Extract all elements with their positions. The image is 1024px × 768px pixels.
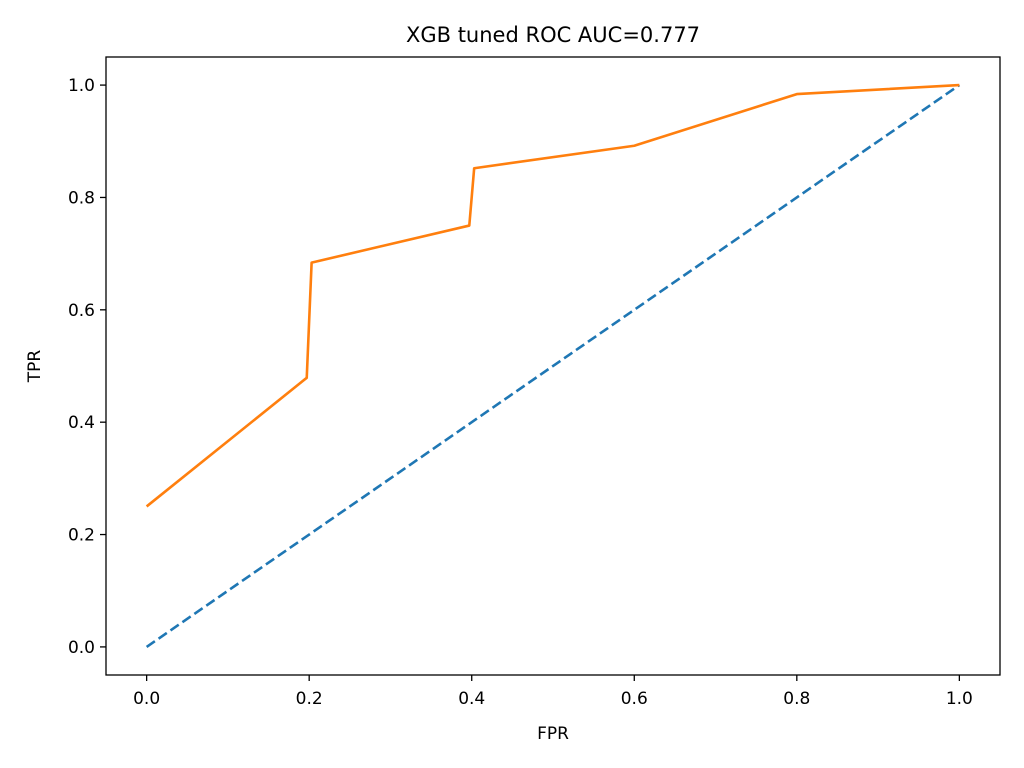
y-tick-label: 0.2 — [68, 526, 95, 546]
plot-frame — [105, 56, 1001, 676]
y-tick-label: 0.0 — [68, 638, 95, 658]
x-tick-label: 1.0 — [946, 689, 973, 709]
x-tick-label: 0.2 — [296, 689, 323, 709]
y-tick-label: 0.8 — [68, 188, 95, 208]
y-tick-label: 1.0 — [68, 76, 95, 96]
x-tick-label: 0.6 — [621, 689, 648, 709]
x-tick-label: 0.0 — [133, 689, 160, 709]
chart-title: XGB tuned ROC AUC=0.777 — [406, 23, 700, 47]
x-tick-label: 0.8 — [783, 689, 810, 709]
series-layer — [145, 83, 961, 648]
y-tick-label: 0.4 — [68, 413, 95, 433]
x-axis-label: FPR — [537, 724, 569, 744]
y-tick-label: 0.6 — [68, 301, 95, 321]
x-axis: 0.0 0.2 0.4 0.6 0.8 1.0 — [133, 675, 973, 709]
y-axis-label: TPR — [25, 350, 45, 384]
y-axis: 0.0 0.2 0.4 0.6 0.8 1.0 — [68, 76, 106, 658]
series-line-1-dashed — [145, 84, 961, 648]
series-line-2-solid — [145, 83, 960, 508]
x-tick-label: 0.4 — [458, 689, 485, 709]
